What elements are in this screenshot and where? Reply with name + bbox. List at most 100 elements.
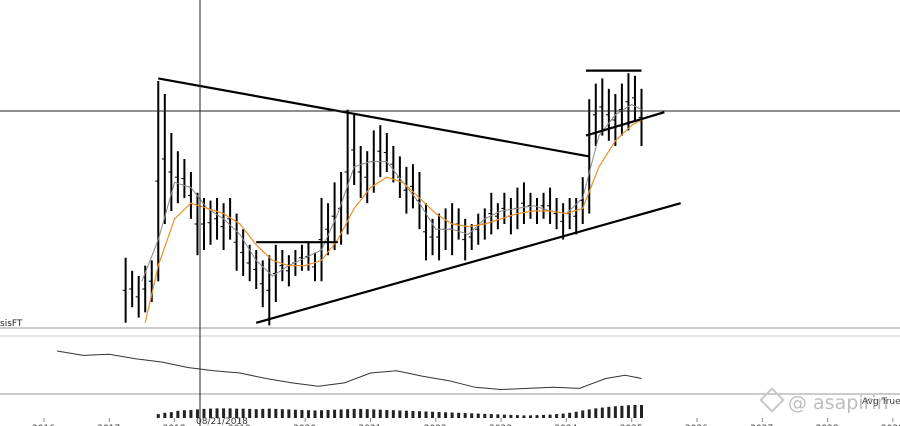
price-bar-73 [599, 78, 604, 136]
price-bar-17 [233, 213, 238, 271]
volume-bar-35 [385, 409, 389, 418]
volume-bar-53 [502, 414, 506, 418]
moving-average-slow [144, 119, 642, 323]
volume-bar-68 [600, 407, 604, 418]
x-tick-label-8: 2024 [554, 424, 577, 426]
volume-bar-14 [248, 408, 252, 418]
trendline-0[interactable] [158, 77, 590, 158]
price-bar-2 [135, 276, 140, 318]
price-bar-31 [325, 203, 330, 256]
volume-bar-73 [633, 405, 637, 418]
volume-bar-72 [626, 405, 630, 418]
price-bar-40 [383, 133, 388, 172]
volume-bar-31 [359, 408, 363, 418]
volume-bar-32 [365, 409, 369, 418]
price-bar-32 [331, 182, 336, 250]
volume-bar-19 [280, 409, 284, 418]
volume-bar-24 [313, 410, 317, 418]
volume-bar-52 [496, 414, 500, 418]
volume-bar-71 [620, 405, 624, 418]
volume-bar-17 [267, 408, 271, 418]
x-tick-label-6: 2022 [424, 424, 447, 426]
price-bar-6 [161, 94, 166, 224]
volume-bar-4 [182, 410, 186, 418]
volume-bar-46 [457, 412, 461, 418]
price-bar-35 [351, 114, 356, 185]
price-bar-16 [227, 198, 232, 240]
watermark-text: @ asapirin [788, 392, 889, 414]
price-bar-14 [214, 198, 219, 240]
volume-bar-57 [528, 415, 532, 418]
price-bar-44 [409, 164, 414, 209]
volume-bar-65 [581, 410, 585, 418]
volume-bar-40 [417, 411, 421, 418]
x-tick-label-2: 2018 [163, 424, 186, 426]
volume-bar-61 [555, 414, 559, 418]
volume-bar-21 [293, 409, 297, 418]
price-bar-13 [207, 200, 212, 245]
price-bar-25 [285, 255, 290, 287]
x-tick-label-0: 2016 [32, 424, 55, 426]
price-bar-79 [638, 88, 643, 146]
price-bar-56 [488, 192, 493, 235]
volume-bar-27 [333, 409, 337, 418]
price-bar-51 [455, 208, 460, 240]
volume-bar-15 [254, 409, 258, 418]
price-bar-12 [200, 198, 205, 250]
price-panel [122, 73, 643, 326]
x-tick-label-1: 2017 [97, 424, 120, 426]
volume-bar-26 [326, 409, 330, 418]
volume-bar-48 [470, 413, 474, 418]
volume-bar-66 [587, 409, 591, 418]
price-bar-10 [187, 172, 192, 219]
volume-bar-11 [228, 408, 232, 418]
volume-bar-63 [568, 412, 572, 418]
price-bar-75 [612, 94, 617, 146]
price-bar-30 [318, 198, 323, 282]
volume-bar-8 [209, 408, 213, 418]
price-bar-9 [181, 159, 186, 198]
watermark: @ asapirin Avg True [759, 387, 900, 414]
volume-bar-25 [320, 410, 324, 418]
volume-bar-64 [574, 411, 578, 418]
volume-bar-54 [509, 414, 513, 418]
volume-bar-59 [542, 414, 546, 418]
price-bar-74 [605, 88, 610, 141]
volume-bar-33 [372, 409, 376, 418]
price-bar-76 [618, 83, 623, 136]
volume-bar-7 [202, 408, 206, 418]
price-bar-24 [279, 250, 284, 282]
x-tick-label-5: 2021 [359, 424, 382, 426]
volume-bar-0 [156, 414, 160, 418]
volume-bar-5 [189, 409, 193, 418]
indicator-label: sisFT [0, 319, 23, 329]
volume-bar-39 [411, 410, 415, 418]
trendline-1[interactable] [255, 202, 681, 324]
price-bar-1 [129, 270, 134, 308]
volume-bar-18 [274, 408, 278, 418]
volume-bar-51 [489, 414, 493, 418]
volume-bar-67 [594, 408, 598, 418]
x-tick-label-13: 2029 [881, 424, 900, 426]
price-bar-22 [266, 255, 271, 326]
volume-bar-30 [352, 408, 356, 418]
volume-bar-23 [306, 410, 310, 418]
volume-bar-34 [378, 409, 382, 418]
price-bar-72 [592, 83, 597, 146]
x-tick-label-12: 2028 [816, 424, 839, 426]
price-bar-65 [547, 187, 552, 224]
crosshair-date-label: 08/21/2018 [196, 417, 248, 426]
trendline-2[interactable] [585, 111, 665, 137]
price-bar-36 [357, 146, 362, 198]
volume-bar-41 [424, 411, 428, 418]
volume-bar-50 [483, 413, 487, 418]
x-tick-label-9: 2025 [620, 424, 643, 426]
watermark-logo-icon [759, 387, 785, 413]
price-bar-39 [377, 125, 382, 178]
price-bar-61 [520, 182, 525, 224]
price-bar-41 [390, 146, 395, 183]
price-bar-77 [625, 73, 630, 131]
volume-bar-55 [515, 415, 519, 418]
volume-bar-70 [613, 406, 617, 418]
